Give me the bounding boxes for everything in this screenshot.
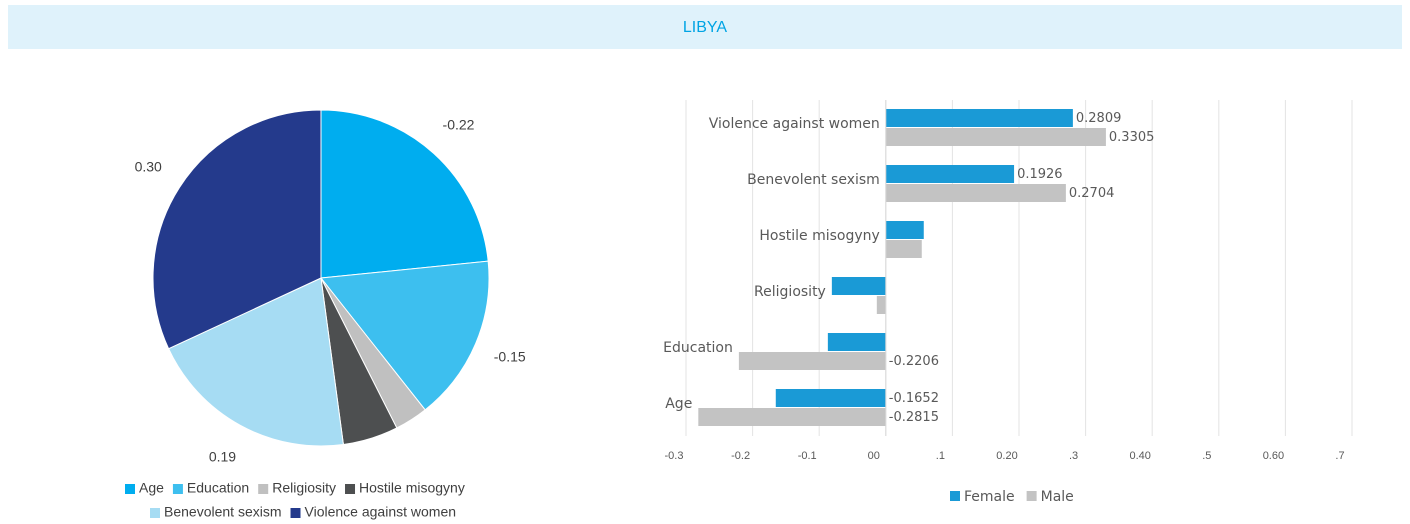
bar (885, 240, 922, 258)
y-tick-label: Violence against women (709, 116, 880, 132)
bar (885, 165, 1015, 183)
data-label: -0.2815 (889, 410, 939, 425)
x-tick-label: 0.20 (996, 450, 1017, 462)
bar (827, 333, 886, 351)
x-tick-label: .1 (936, 450, 945, 462)
data-label: 0.1926 (1017, 167, 1062, 182)
bar (885, 109, 1073, 127)
x-tick-label: .7 (1335, 450, 1344, 462)
bar (738, 352, 886, 370)
x-tick-label: -0.1 (798, 450, 817, 462)
bar (775, 389, 886, 407)
bar (885, 128, 1106, 146)
bar (698, 408, 886, 426)
data-label: -0.1652 (889, 391, 939, 406)
x-tick-label: 00 (868, 450, 880, 462)
x-tick-label: -0.2 (731, 450, 750, 462)
data-label: 0.2704 (1069, 186, 1115, 201)
legend-label: Religiosity (272, 480, 336, 496)
page-title: LIBYA (683, 19, 728, 36)
pie-slice (152, 109, 322, 350)
bar (876, 296, 886, 314)
x-tick-label: .3 (1069, 450, 1078, 462)
y-tick-label: Religiosity (754, 284, 826, 300)
data-label: -0.22 (443, 117, 475, 133)
bar (831, 277, 886, 295)
data-label: -0.2206 (889, 354, 939, 369)
legend-swatch (1026, 491, 1037, 501)
x-tick-label: -0.3 (665, 450, 684, 462)
legend-label: Age (139, 480, 164, 496)
x-tick-label: 0.40 (1129, 450, 1150, 462)
x-tick-label: 0.60 (1263, 450, 1284, 462)
data-label: -0.15 (494, 349, 526, 365)
pie-slice (167, 277, 344, 447)
legend-swatch (150, 508, 160, 518)
data-label: 0.2809 (1076, 111, 1122, 126)
x-tick-label: .5 (1202, 450, 1211, 462)
legend-label: Benevolent sexism (164, 504, 282, 520)
legend-swatch (950, 491, 960, 501)
legend-label: Female (964, 489, 1015, 505)
legend-swatch (258, 484, 269, 494)
legend-swatch (125, 484, 135, 494)
legend-label: Hostile misogyny (359, 480, 465, 496)
y-tick-label: Benevolent sexism (747, 172, 880, 188)
legend-label: Male (1041, 489, 1074, 505)
bar (885, 221, 924, 239)
y-tick-label: Age (665, 396, 692, 412)
header-band (8, 5, 1402, 49)
y-tick-label: Hostile misogyny (759, 228, 879, 244)
data-label: 0.30 (135, 158, 162, 174)
legend-swatch (290, 508, 301, 518)
pie-slice (320, 109, 489, 279)
legend-swatch (345, 484, 356, 494)
legend-label: Violence against women (305, 504, 457, 520)
bar (885, 184, 1066, 202)
pie-slice (320, 260, 490, 411)
legend-swatch (172, 484, 183, 494)
data-label: 0.3305 (1109, 130, 1155, 145)
y-tick-label: Education (663, 340, 733, 356)
legend-label: Education (187, 480, 249, 496)
data-label: 0.19 (209, 448, 236, 464)
